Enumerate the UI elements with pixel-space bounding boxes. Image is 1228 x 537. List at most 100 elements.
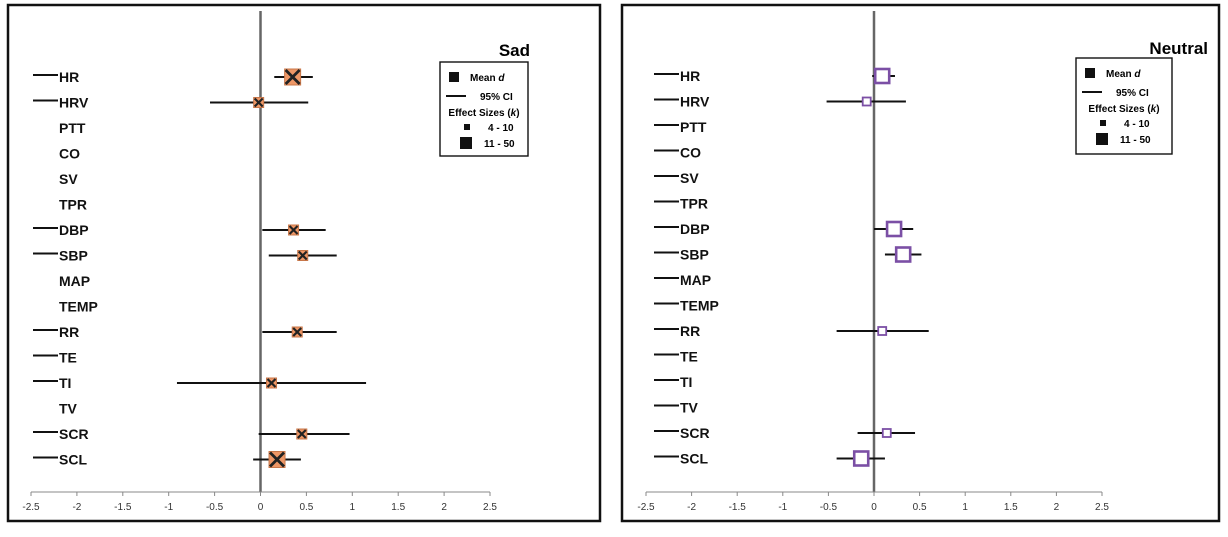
legend-large-swatch bbox=[1096, 133, 1108, 145]
row-label-te: TE bbox=[680, 349, 698, 365]
row-label-map: MAP bbox=[680, 272, 711, 288]
x-tick-label: -1.5 bbox=[729, 502, 747, 513]
x-tick-label: -1.5 bbox=[114, 502, 132, 513]
row-label-sbp: SBP bbox=[59, 248, 88, 264]
x-tick-label: 0 bbox=[871, 502, 877, 513]
row-label-tpr: TPR bbox=[59, 197, 87, 213]
point-sbp bbox=[268, 250, 337, 261]
point-hrv bbox=[826, 96, 906, 107]
legend-small-swatch bbox=[464, 124, 470, 130]
point-hrv bbox=[210, 97, 309, 108]
point-scr bbox=[857, 428, 916, 438]
point-dbp bbox=[262, 224, 326, 236]
x-tick-label: 2.5 bbox=[1095, 502, 1109, 513]
row-label-ti: TI bbox=[680, 374, 692, 390]
row-label-ptt: PTT bbox=[59, 120, 86, 136]
row-label-sbp: SBP bbox=[680, 247, 709, 263]
x-tick-label: 2.5 bbox=[483, 502, 497, 513]
x-tick-label: 0.5 bbox=[913, 502, 927, 513]
x-tick-label: -1 bbox=[778, 502, 787, 513]
mean-marker bbox=[885, 220, 903, 238]
row-label-rr: RR bbox=[680, 323, 700, 339]
panel-title: Neutral bbox=[1149, 39, 1208, 58]
panel-neutral: -2.5 -2 -1.5 -1 -0.5 0 0.5 1 1.5 2 2.5 HR HRV PTT CO SV… bbox=[620, 3, 1221, 523]
row-label-scr: SCR bbox=[680, 425, 710, 441]
legend-mean-swatch bbox=[1085, 68, 1095, 78]
legend-es-close: ) bbox=[516, 108, 519, 119]
x-tick-label: -0.5 bbox=[820, 502, 838, 513]
row-label-tv: TV bbox=[680, 400, 699, 416]
legend-large-swatch bbox=[460, 137, 472, 149]
row-label-dbp: DBP bbox=[59, 222, 89, 238]
row-label-tpr: TPR bbox=[680, 196, 708, 212]
mean-marker bbox=[894, 246, 912, 263]
legend-es-close: ) bbox=[1156, 104, 1159, 115]
point-scl bbox=[836, 450, 885, 467]
x-tick-label: 0 bbox=[258, 502, 264, 513]
row-label-hrv: HRV bbox=[59, 95, 89, 111]
legend-es-text: Effect Sizes ( bbox=[1088, 104, 1151, 115]
row-label-dbp: DBP bbox=[680, 221, 710, 237]
point-ti bbox=[176, 377, 367, 389]
panel-title: Sad bbox=[499, 41, 530, 60]
mean-marker-x bbox=[297, 429, 307, 439]
legend-mean-symbol: d bbox=[498, 73, 505, 84]
row-label-rr: RR bbox=[59, 324, 79, 340]
legend-small-label: 4 - 10 bbox=[1124, 119, 1150, 130]
row-label-sv: SV bbox=[680, 170, 699, 186]
row-label-scl: SCL bbox=[680, 451, 708, 467]
x-tick-label: 1.5 bbox=[1004, 502, 1018, 513]
legend-small-swatch bbox=[1100, 120, 1106, 126]
x-tick-label: 0.5 bbox=[299, 502, 313, 513]
mean-marker bbox=[873, 67, 891, 85]
legend-ci-label: 95% CI bbox=[1116, 88, 1149, 99]
legend-es-heading: Effect Sizes (k) bbox=[1088, 104, 1159, 115]
legend-mean-text: Mean bbox=[470, 73, 496, 84]
mean-marker-x bbox=[292, 327, 302, 337]
point-hr bbox=[274, 68, 313, 86]
x-tick-label: -1 bbox=[164, 502, 173, 513]
panel-sad: -2.5 -2 -1.5 -1 -0.5 0 0.5 1 1.5 2 2.5 HR HRV PTT CO SV… bbox=[6, 3, 602, 523]
row-label-hr: HR bbox=[680, 68, 700, 84]
mean-marker-x bbox=[266, 378, 277, 388]
row-label-ptt: PTT bbox=[680, 119, 707, 135]
mean-marker-x bbox=[288, 225, 299, 235]
row-label-hr: HR bbox=[59, 69, 79, 85]
row-label-scl: SCL bbox=[59, 452, 87, 468]
legend-es-text: Effect Sizes ( bbox=[448, 108, 511, 119]
row-label-map: MAP bbox=[59, 273, 90, 289]
point-hr bbox=[872, 67, 895, 85]
legend-large-label: 11 - 50 bbox=[1120, 135, 1151, 146]
x-tick-label: -2 bbox=[687, 502, 696, 513]
legend-small-label: 4 - 10 bbox=[488, 123, 514, 134]
mean-marker bbox=[852, 450, 870, 467]
legend-large-label: 11 - 50 bbox=[484, 139, 515, 150]
mean-marker bbox=[881, 428, 892, 438]
mean-marker bbox=[861, 96, 872, 107]
row-label-tv: TV bbox=[59, 401, 78, 417]
x-tick-label: 2 bbox=[1054, 502, 1060, 513]
point-rr bbox=[836, 326, 929, 336]
legend-mean-label: Mean d bbox=[1106, 69, 1141, 80]
x-tick-label: -0.5 bbox=[206, 502, 224, 513]
row-label-temp: TEMP bbox=[680, 298, 719, 314]
legend-mean-text: Mean bbox=[1106, 69, 1132, 80]
x-tick-label: -2.5 bbox=[637, 502, 655, 513]
x-tick-label: 2 bbox=[441, 502, 447, 513]
mean-marker bbox=[877, 326, 888, 336]
x-tick-label: -2 bbox=[72, 502, 81, 513]
row-label-hrv: HRV bbox=[680, 94, 710, 110]
row-label-sv: SV bbox=[59, 171, 78, 187]
x-tick-label: 1.5 bbox=[391, 502, 405, 513]
point-rr bbox=[262, 326, 337, 338]
row-label-te: TE bbox=[59, 350, 77, 366]
point-dbp bbox=[874, 220, 914, 238]
legend-mean-swatch bbox=[449, 72, 459, 82]
mean-marker-x bbox=[253, 97, 264, 108]
mean-marker-x bbox=[297, 250, 308, 261]
row-label-temp: TEMP bbox=[59, 299, 98, 315]
row-label-ti: TI bbox=[59, 375, 71, 391]
row-label-scr: SCR bbox=[59, 426, 89, 442]
legend-es-symbol: k bbox=[511, 108, 517, 119]
row-label-co: CO bbox=[59, 146, 80, 162]
